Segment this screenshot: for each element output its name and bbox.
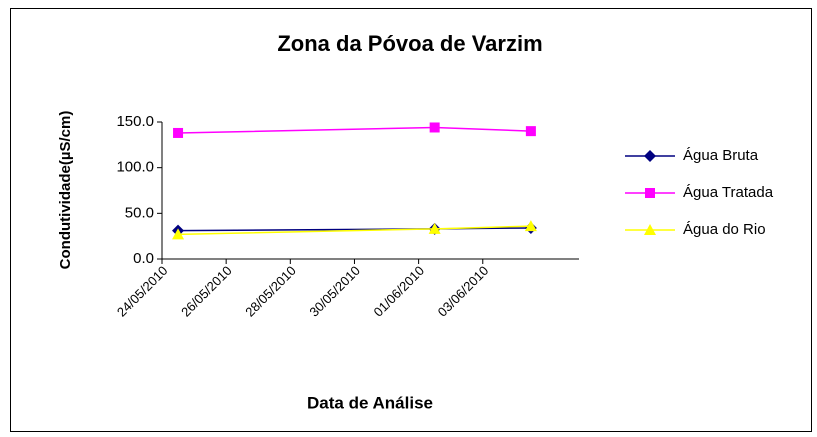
y-tick-label: 50.0 (125, 204, 154, 221)
marker (644, 224, 656, 235)
marker (645, 188, 655, 198)
legend-label: Água Bruta (683, 147, 759, 164)
y-axis-label: Condutividade(µS/cm) (57, 111, 74, 270)
marker (525, 126, 536, 137)
marker (524, 220, 537, 232)
y-tick-label: 100.0 (116, 159, 154, 176)
legend-label: Água do Rio (683, 221, 766, 238)
marker (173, 127, 184, 138)
legend-label: Água Tratada (683, 184, 774, 201)
marker (644, 150, 656, 162)
marker (172, 228, 185, 240)
x-axis-label: Data de Análise (307, 393, 433, 412)
y-tick-label: 0.0 (133, 250, 154, 267)
marker (429, 122, 440, 133)
marker (428, 222, 441, 234)
chart-border (10, 8, 812, 432)
y-tick-label: 150.0 (116, 113, 154, 130)
chart-title: Zona da Póvoa de Varzim (277, 31, 542, 56)
